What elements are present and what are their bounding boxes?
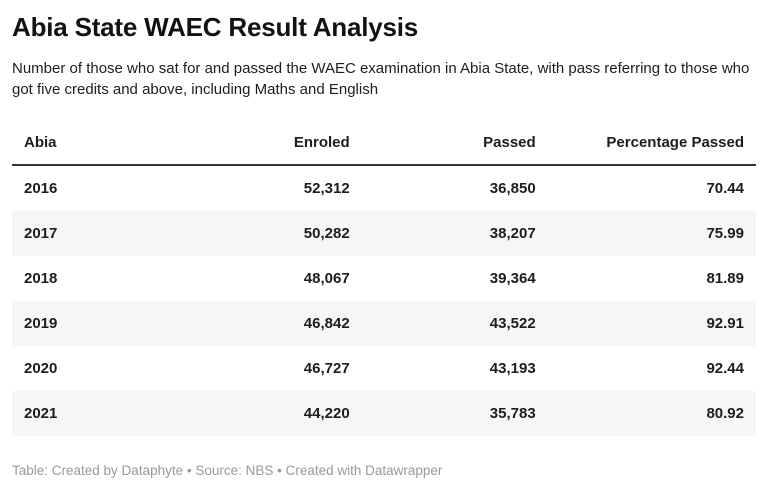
- attribution-footer: Table: Created by Dataphyte • Source: NB…: [12, 463, 443, 478]
- column-header-passed: Passed: [361, 122, 548, 166]
- year-cell: 2020: [24, 360, 58, 377]
- year-cell: 2016: [24, 180, 58, 197]
- year-cell: 2018: [24, 270, 58, 287]
- enroled-cell: 46,727: [303, 360, 350, 377]
- percentage-passed-cell: 80.92: [706, 405, 744, 422]
- table-header-row: Abia Enroled Passed Percentage Passed: [12, 122, 756, 166]
- percentage-passed-cell: 70.44: [706, 180, 744, 197]
- page-subtitle: Number of those who sat for and passed t…: [12, 60, 750, 98]
- column-header-abia: Abia: [12, 122, 176, 166]
- table-body: 2016 52,312 36,850 70.44 2017 50,282 38,207 75.…: [12, 165, 756, 436]
- column-header-enroled: Enroled: [175, 122, 362, 166]
- enroled-cell: 48,067: [303, 270, 350, 287]
- datawrapper-table-page: Abia State WAEC Result Analysis Number o…: [12, 12, 756, 478]
- enroled-cell: 50,282: [303, 225, 350, 242]
- year-cell: 2021: [24, 405, 58, 422]
- table-row: 2017 50,282 38,207 75.99: [12, 211, 756, 256]
- table-row: 2021 44,220 35,783 80.92: [12, 391, 756, 436]
- passed-cell: 38,207: [489, 225, 536, 242]
- passed-cell: 39,364: [489, 270, 536, 287]
- enroled-cell: 52,312: [303, 180, 350, 197]
- enroled-cell: 44,220: [303, 405, 350, 422]
- percentage-passed-cell: 81.89: [706, 270, 744, 287]
- table-row: 2016 52,312 36,850 70.44: [12, 165, 756, 211]
- percentage-passed-cell: 92.91: [706, 315, 744, 332]
- page-title: Abia State WAEC Result Analysis: [12, 12, 419, 42]
- table-row: 2020 46,727 43,193 92.44: [12, 346, 756, 391]
- passed-cell: 35,783: [489, 405, 536, 422]
- table-row: 2018 48,067 39,364 81.89: [12, 256, 756, 301]
- percentage-passed-cell: 92.44: [706, 360, 744, 377]
- percentage-passed-cell: 75.99: [706, 225, 744, 242]
- year-cell: 2017: [24, 225, 58, 242]
- passed-cell: 43,193: [489, 360, 536, 377]
- waec-results-table: Abia Enroled Passed Percentage Passed 20…: [12, 122, 756, 436]
- table-row: 2019 46,842 43,522 92.91: [12, 301, 756, 346]
- passed-cell: 36,850: [489, 180, 536, 197]
- passed-cell: 43,522: [489, 315, 536, 332]
- enroled-cell: 46,842: [303, 315, 350, 332]
- column-header-percentage-passed: Percentage Passed: [547, 122, 756, 166]
- year-cell: 2019: [24, 315, 58, 332]
